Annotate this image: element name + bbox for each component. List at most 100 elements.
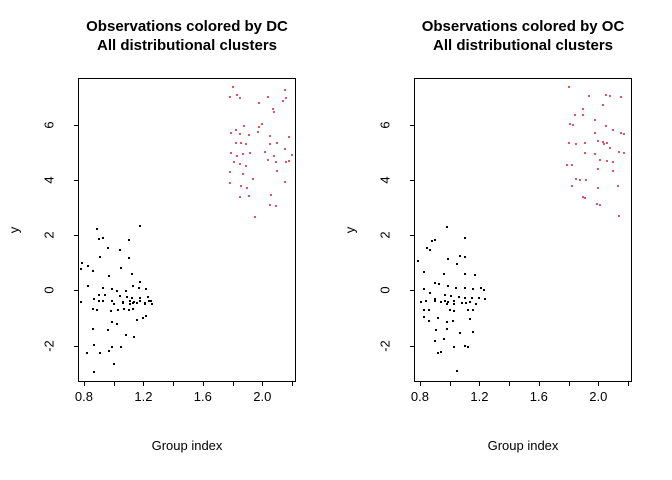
y-tick [74, 179, 79, 181]
x-axis-label: Group index [487, 438, 559, 453]
data-point [93, 371, 96, 374]
data-point [131, 301, 134, 304]
plot-area-dc: 0.8 1.2 1.6 2.0 -2 0 2 4 6 [42, 78, 296, 403]
data-point [241, 153, 244, 156]
data-point [444, 293, 447, 296]
data-point [424, 300, 427, 303]
data-point [79, 268, 82, 271]
data-point [93, 298, 96, 301]
data-point [597, 167, 600, 170]
y-tick-label: 0 [41, 286, 57, 294]
data-point [417, 260, 420, 263]
data-point [569, 123, 572, 126]
data-point [472, 288, 475, 291]
data-point [148, 300, 151, 303]
data-point [129, 300, 132, 303]
data-point [456, 370, 459, 373]
data-point [115, 289, 118, 292]
data-point [456, 263, 459, 266]
data-point [249, 151, 252, 154]
data-point [131, 307, 134, 310]
plot-area-oc: 0.8 1.2 1.6 2.0 -2 0 2 4 6 [378, 78, 632, 403]
data-point [572, 124, 575, 127]
data-point [149, 300, 152, 303]
data-point [479, 287, 482, 290]
data-point [258, 125, 261, 128]
x-tick [479, 381, 481, 386]
data-point [112, 302, 115, 305]
y-tick [410, 179, 415, 181]
data-point [606, 141, 609, 144]
data-point [579, 179, 582, 182]
data-point [268, 135, 271, 138]
data-point [239, 196, 241, 199]
data-point [243, 124, 246, 127]
y-tick [410, 235, 415, 237]
data-point [445, 225, 448, 228]
data-point [459, 254, 462, 257]
data-point [111, 321, 114, 324]
y-tick-label: -2 [41, 339, 57, 352]
data-point [127, 238, 130, 241]
data-point [570, 185, 573, 188]
data-point [145, 288, 148, 291]
data-point [112, 362, 115, 365]
data-point [484, 298, 487, 301]
data-point [594, 118, 597, 121]
x-tick [173, 381, 175, 386]
data-point [445, 328, 448, 331]
x-axis-label: Group index [151, 438, 223, 453]
x-tick-label: 0.8 [74, 389, 93, 404]
data-point [231, 86, 234, 88]
data-point [460, 301, 463, 304]
y-axis-label: y [342, 226, 358, 234]
data-point [127, 309, 130, 312]
data-point [258, 101, 261, 104]
data-point [426, 246, 429, 249]
data-point [438, 283, 441, 286]
data-point [447, 257, 450, 260]
data-point [433, 281, 436, 284]
data-point [142, 317, 145, 319]
data-point [594, 132, 597, 135]
data-point [96, 227, 99, 230]
data-point [609, 95, 612, 98]
data-point [124, 289, 127, 292]
data-point [261, 123, 264, 126]
chart-title-line2: All distributional clusters [96, 37, 278, 54]
data-point [102, 236, 105, 239]
data-point [442, 338, 445, 341]
y-tick [410, 290, 415, 292]
data-point [91, 307, 94, 310]
data-point [282, 99, 285, 102]
data-point [85, 352, 88, 355]
data-point [133, 301, 136, 304]
data-point [606, 160, 609, 163]
data-point [436, 317, 439, 319]
data-point [137, 286, 140, 289]
x-tick [628, 381, 630, 386]
data-point [239, 133, 241, 136]
data-point [601, 103, 604, 106]
x-tick [449, 381, 451, 386]
x-tick [568, 381, 570, 386]
x-tick [509, 381, 511, 386]
data-point [123, 307, 126, 310]
data-point [465, 301, 468, 304]
data-point [136, 301, 139, 304]
data-point [102, 286, 105, 289]
data-point [241, 172, 244, 175]
data-point [256, 130, 259, 133]
x-tick [598, 381, 600, 386]
data-point [139, 300, 142, 303]
data-point [583, 142, 586, 145]
data-point [582, 196, 585, 199]
data-point [273, 154, 276, 157]
data-point [603, 143, 606, 146]
x-tick-label: 1.6 [193, 389, 212, 404]
data-point [240, 141, 243, 144]
data-point [616, 184, 619, 187]
data-point [442, 272, 445, 275]
x-tick [113, 381, 115, 386]
data-point [433, 299, 436, 302]
